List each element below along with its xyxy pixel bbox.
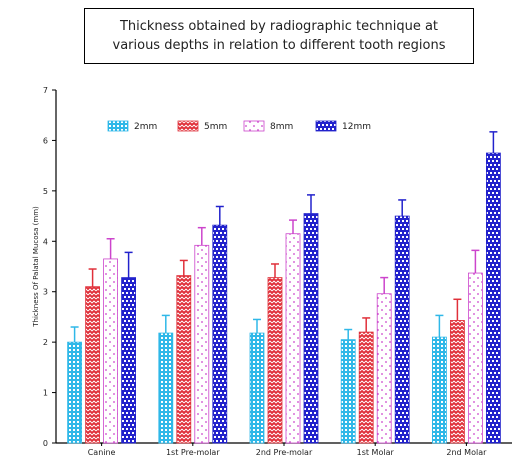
x-tick-label-0: Canine — [88, 448, 116, 457]
bar-5mm-0 — [85, 286, 100, 444]
y-tick-label-2: 2 — [43, 338, 48, 347]
bar-5mm-2 — [267, 277, 283, 444]
legend-swatch-12mm — [315, 120, 337, 132]
bar-12mm-1 — [212, 224, 228, 444]
y-tick-label-0: 0 — [43, 439, 48, 448]
x-tick-label-3: 1st Molar — [357, 448, 395, 457]
legend-swatch-5mm — [177, 120, 199, 132]
bar-2mm-4 — [431, 336, 447, 444]
legend-swatch-2mm — [107, 120, 129, 132]
chart-title-line-1: Thickness obtained by radiographic techn… — [119, 19, 439, 34]
legend: 2mm 5mm 8mm 12mm — [107, 120, 371, 132]
y-tick-label-5: 5 — [43, 187, 48, 196]
bar-2mm-2 — [249, 332, 265, 444]
bar-12mm-0 — [121, 277, 136, 444]
bar-5mm-4 — [449, 320, 465, 444]
bar-2mm-0 — [67, 341, 82, 444]
chart-title-box: Thickness obtained by radiographic techn… — [84, 8, 474, 64]
bar-8mm-3 — [376, 293, 392, 444]
bars — [67, 131, 501, 444]
legend-label-2mm: 2mm — [134, 122, 157, 132]
y-tick-label-7: 7 — [43, 86, 48, 95]
bar-8mm-1 — [194, 244, 210, 444]
y-axis-label: Thickness Of Palatal Mucosa (mm) — [32, 206, 40, 328]
bar-8mm-0 — [103, 258, 118, 444]
y-tick-label-3: 3 — [43, 288, 48, 297]
bar-2mm-1 — [158, 332, 174, 444]
x-tick-label-2: 2nd Pre-molar — [256, 448, 313, 457]
x-tick-label-4: 2nd Molar — [446, 448, 487, 457]
y-tick-label-1: 1 — [43, 389, 48, 398]
legend-label-12mm: 12mm — [342, 122, 371, 132]
chart-title-line-2: various depths in relation to different … — [112, 38, 446, 53]
bar-5mm-3 — [358, 331, 374, 444]
legend-swatch-8mm — [243, 120, 265, 132]
bar-8mm-4 — [467, 272, 483, 444]
y-tick-label-4: 4 — [43, 237, 48, 246]
axes: 0 1 2 3 4 5 6 7 Thickness Of Palatal Mucosa (mm)… — [32, 86, 512, 457]
bar-12mm-3 — [394, 215, 410, 444]
legend-label-5mm: 5mm — [204, 122, 227, 132]
x-tick-label-1: 1st Pre-molar — [166, 448, 220, 457]
bar-12mm-4 — [485, 152, 501, 444]
y-tick-label-6: 6 — [43, 136, 48, 145]
bar-8mm-2 — [285, 233, 301, 444]
bar-5mm-1 — [176, 275, 192, 444]
bar-2mm-3 — [340, 339, 356, 444]
bar-12mm-2 — [303, 213, 319, 444]
legend-label-8mm: 8mm — [270, 122, 293, 132]
